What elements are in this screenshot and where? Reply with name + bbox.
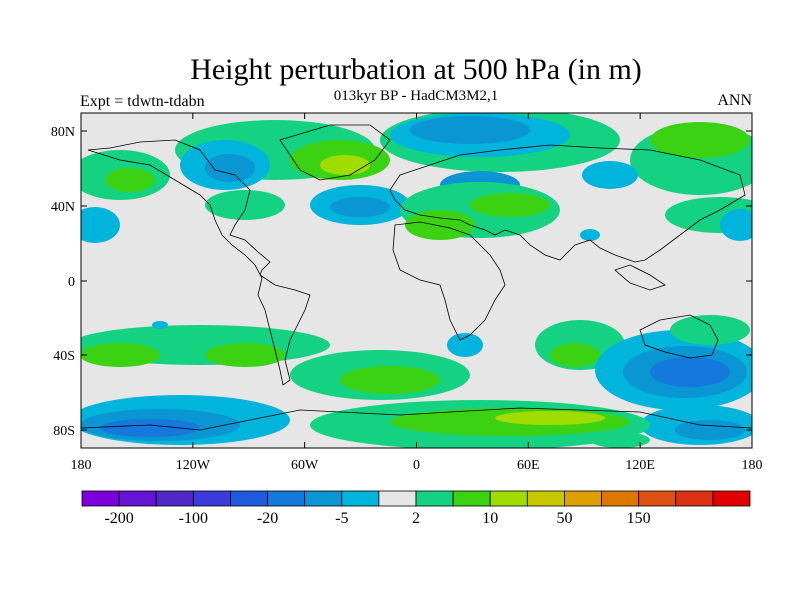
season-label: ANN <box>717 92 752 109</box>
colorbar-swatch <box>526 490 565 507</box>
x-tick-label: 120W <box>176 458 211 473</box>
y-tick-label: 80S <box>53 424 75 439</box>
colorbar-label: -200 <box>104 510 133 527</box>
antarctica-coast <box>81 407 752 431</box>
x-tick-label: 180 <box>742 458 763 473</box>
colorbar-swatch <box>638 490 677 507</box>
field-blob <box>720 209 752 241</box>
colorbar-swatch <box>192 490 231 507</box>
field-blob <box>447 333 483 357</box>
colorbar-swatch <box>415 490 454 507</box>
map-subtitle: 013kyr BP - HadCM3M2,1 <box>333 88 499 104</box>
field-blob <box>650 357 730 387</box>
colorbar-swatch <box>118 490 157 507</box>
field-blob <box>205 190 285 220</box>
colorbar-swatch <box>378 490 417 507</box>
colorbar-swatch <box>341 490 380 507</box>
field-blob <box>650 122 750 158</box>
field-blob <box>675 420 745 440</box>
field-blob <box>105 168 155 192</box>
colorbar-swatch <box>230 490 268 507</box>
axis-ticks: 80N 40N 0 40S 80S 180 120W 60W 0 60E 120E 180 <box>51 113 763 473</box>
colorbar-swatch <box>304 490 343 507</box>
field-blob <box>205 343 285 367</box>
colorbar-label: -5 <box>335 510 348 527</box>
colorbar-swatch <box>155 490 194 507</box>
x-tick-label: 60E <box>517 458 540 473</box>
field-blob <box>152 321 168 329</box>
field-blob <box>590 432 650 448</box>
colorbar-swatch <box>712 490 751 507</box>
y-tick-label: 40N <box>51 200 75 215</box>
field-blob <box>582 161 638 189</box>
x-tick-label: 120E <box>625 458 655 473</box>
colorbar-swatch <box>452 490 491 507</box>
colorbar-swatch <box>81 490 120 507</box>
field-blob <box>470 193 550 217</box>
colorbar-swatch <box>675 490 714 507</box>
map-title: Height perturbation at 500 hPa (in m) <box>190 53 642 86</box>
field-blob <box>670 315 750 345</box>
height-field <box>81 113 752 448</box>
field-blob <box>340 366 440 394</box>
greenland-coast <box>279 124 391 181</box>
field-blob <box>100 419 200 437</box>
colorbar-label: -100 <box>179 510 208 527</box>
y-tick-label: 40S <box>53 349 75 364</box>
americas-coast <box>87 139 311 386</box>
field-blob <box>81 207 120 243</box>
colorbar-label: 150 <box>627 510 651 527</box>
field-blob <box>405 210 475 240</box>
maritime-continent-coast <box>614 264 666 291</box>
y-tick-label: 80N <box>51 125 75 140</box>
field-blob <box>495 411 605 425</box>
colorbar-swatch <box>267 490 306 507</box>
colorbar-label: 50 <box>556 510 572 527</box>
x-tick-label: 0 <box>413 458 420 473</box>
eurasia-coast <box>389 144 746 263</box>
field-blob <box>580 229 600 241</box>
field-blob <box>81 343 160 367</box>
x-tick-label: 60W <box>291 458 319 473</box>
x-tick-label: 180 <box>71 458 92 473</box>
australia-coast <box>639 314 719 359</box>
field-blob <box>320 155 370 175</box>
coastlines <box>81 124 752 431</box>
field-blob <box>205 154 255 182</box>
y-tick-label: 0 <box>68 275 75 290</box>
field-blob <box>550 343 600 367</box>
africa-coast <box>392 221 506 341</box>
colorbar-swatch <box>601 490 640 507</box>
colorbar-swatch <box>564 490 602 507</box>
field-blob <box>410 116 530 144</box>
colorbar-label: -20 <box>257 510 278 527</box>
colorbar-label: 2 <box>412 510 420 527</box>
colorbar-swatch <box>489 490 528 507</box>
colorbar-label: 10 <box>482 510 498 527</box>
field-blob <box>330 197 390 217</box>
experiment-label: Expt = tdwtn-tdabn <box>80 93 205 110</box>
